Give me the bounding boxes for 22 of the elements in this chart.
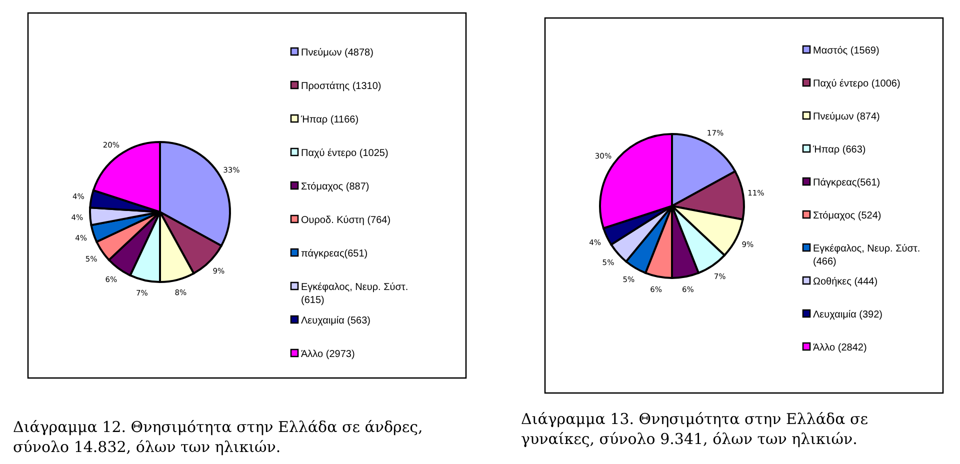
legend-label: Ήπαρ (1166) xyxy=(300,114,359,126)
legend-label: Άλλο (2973) xyxy=(301,349,355,360)
legend-label: Άλλο (2842) xyxy=(813,342,867,354)
legend-label: Λευχαιμία (563) xyxy=(301,316,370,326)
legend-label: Στόμαχος (887) xyxy=(301,182,370,192)
legend-label: Πνεύμων (4878) xyxy=(301,48,374,58)
legend-label: πάγκρεας(651) xyxy=(301,248,368,260)
legend-label: Μαστός (1569) xyxy=(813,46,880,56)
legend-label: Παχύ έντερο (1006) xyxy=(813,78,900,90)
legend-label: Προστάτης (1310) xyxy=(301,81,382,92)
legend-label: Λευχαιμία (392) xyxy=(813,310,882,320)
text: Διάγραμμα 12. Θνησιμότητα στην Ελλάδα σε άνδρες, σύνολο 14.832, όλων των ηλικιών. xyxy=(13,418,423,456)
legend-label: Ήπαρ (663) xyxy=(812,144,866,156)
legend-label: Εγκέφαλος, Νευρ. Σύστ. (615) xyxy=(301,282,408,306)
text: Διάγραμμα 13. Θνησιμότητα στην Ελλάδα σε γυναίκες, σύνολο 9.341, όλων των ηλικιών. xyxy=(521,410,868,448)
legend-label: Στόμαχος (524) xyxy=(813,210,882,222)
legend-label: Ωοθήκες (444) xyxy=(813,276,878,288)
legend-label: Πνεύμων (874) xyxy=(813,112,880,122)
legend-label: Εγκέφαλος, Νευρ. Σύστ. (466) xyxy=(813,244,920,268)
legend-label: Ουροδ. Κύστη (764) xyxy=(301,215,391,226)
legend-label: Πάγκρεας(561) xyxy=(813,178,880,188)
legend-label: Παχύ έντερο (1025) xyxy=(301,148,388,159)
